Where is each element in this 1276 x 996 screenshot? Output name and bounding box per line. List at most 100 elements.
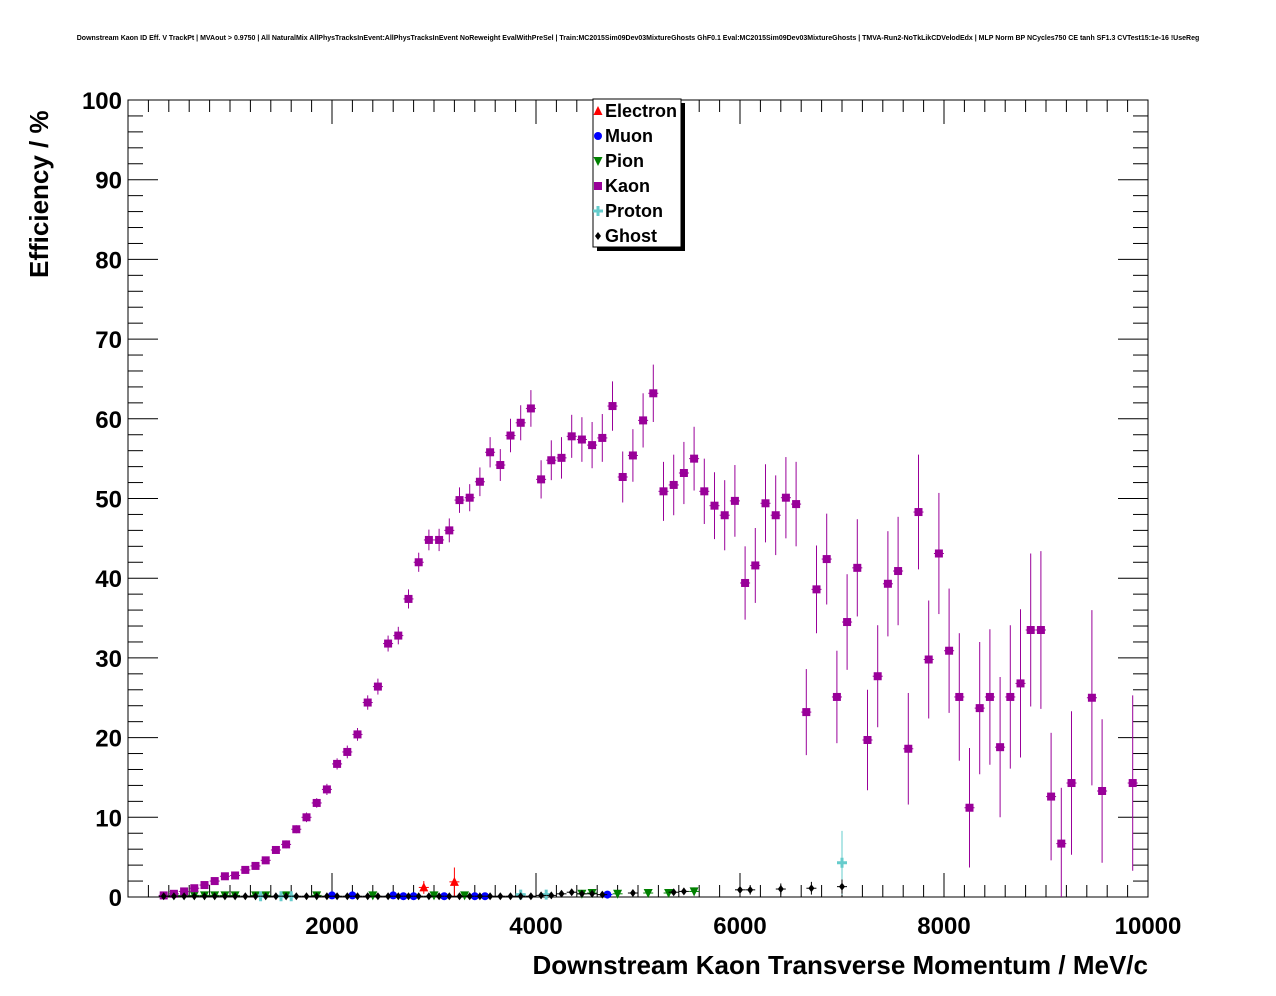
legend-item-ghost: Ghost [595, 226, 657, 246]
muon-marker [348, 891, 357, 900]
kaon-point [913, 454, 924, 570]
kaon-point [587, 421, 598, 469]
x-tick-label: 10000 [1115, 913, 1182, 940]
kaon-point [607, 381, 618, 431]
ghost-point [423, 892, 434, 901]
ghost-point [587, 889, 598, 898]
chart-title: Downstream Kaon ID Eff. V TrackPt | MVAo… [76, 35, 1200, 42]
kaon-marker [802, 708, 811, 717]
kaon-marker [455, 496, 464, 505]
kaon-marker [486, 448, 495, 457]
ghost-marker [385, 892, 392, 901]
ghost-marker [415, 892, 422, 901]
ghost-marker [517, 892, 524, 901]
kaon-marker [649, 389, 658, 398]
kaon-marker [465, 493, 474, 502]
series-muon [327, 890, 613, 901]
kaon-marker [588, 441, 597, 450]
legend: Electron Muon Pion Kaon Proton Ghost [592, 98, 685, 251]
ghost-marker [374, 892, 381, 901]
ghost-marker [670, 888, 677, 897]
legend-label-kaon: Kaon [605, 176, 650, 196]
kaon-point [923, 600, 934, 719]
kaon-point [760, 464, 771, 543]
kaon-point [546, 440, 557, 481]
kaon-marker [853, 563, 862, 572]
ghost-point [372, 892, 383, 901]
ghost-marker [323, 892, 330, 901]
ghost-point [735, 885, 745, 895]
kaon-point [719, 480, 730, 551]
ghost-point [434, 892, 445, 901]
kaon-marker [312, 798, 321, 807]
ghost-marker [839, 882, 845, 891]
legend-label-pion: Pion [605, 151, 644, 171]
kaon-point [882, 531, 893, 637]
kaon-marker [781, 493, 790, 502]
kaon-marker [1036, 626, 1045, 635]
electron-point [449, 867, 460, 897]
kaon-point [240, 865, 251, 874]
kaon-marker [271, 845, 280, 854]
ghost-point [627, 889, 638, 898]
kaon-point [495, 449, 506, 481]
kaon-point [270, 845, 281, 854]
kaon-marker [700, 487, 709, 496]
kaon-point [617, 451, 628, 503]
y-tick-label: 50 [95, 487, 122, 514]
ghost-point [270, 892, 281, 901]
legend-marker-electron [593, 106, 603, 115]
kaon-point [199, 881, 210, 890]
kaon-marker [955, 692, 964, 701]
kaon-point [699, 458, 710, 525]
kaon-marker [526, 404, 535, 413]
kaon-point [219, 872, 230, 881]
kaon-marker [843, 618, 852, 627]
kaon-point [444, 518, 455, 543]
ghost-point [158, 892, 169, 901]
kaon-point [505, 418, 516, 453]
kaon-marker [373, 682, 382, 691]
kaon-marker [384, 639, 393, 648]
kaon-marker [404, 594, 413, 603]
ghost-point [668, 888, 679, 897]
kaon-marker [353, 730, 362, 739]
ghost-point [536, 891, 547, 900]
ghost-point [168, 892, 179, 901]
kaon-marker [577, 435, 586, 444]
ghost-marker [680, 887, 687, 896]
y-tick-label: 90 [95, 168, 122, 195]
kaon-point [791, 461, 802, 547]
kaon-point [1066, 711, 1077, 855]
legend-item-pion: Pion [593, 151, 644, 171]
muon-marker [603, 890, 612, 899]
ghost-marker [191, 892, 198, 901]
ghost-point [291, 892, 302, 901]
kaon-point [709, 472, 720, 540]
kaon-marker [200, 881, 209, 890]
kaon-marker [1047, 792, 1056, 801]
ghost-marker [558, 889, 565, 898]
ghost-point [474, 892, 485, 901]
kaon-point [311, 798, 322, 808]
pion-marker [460, 891, 470, 901]
kaon-point [862, 689, 873, 791]
x-tick-label: 4000 [509, 913, 562, 940]
kaon-marker [1067, 779, 1076, 788]
legend-marker-ghost [595, 232, 601, 240]
kaon-point [230, 871, 241, 880]
y-tick-label: 100 [82, 88, 122, 115]
ghost-point [546, 891, 557, 900]
x-tick-label: 2000 [305, 913, 358, 940]
kaon-marker [394, 631, 403, 640]
pion-point [643, 889, 654, 899]
kaon-marker [924, 655, 933, 664]
ghost-marker [221, 892, 228, 901]
kaon-point [893, 516, 904, 626]
kaon-marker [180, 887, 189, 896]
kaon-point [729, 465, 740, 537]
ghost-point [525, 892, 536, 901]
ghost-point [806, 881, 817, 895]
ghost-marker [466, 892, 473, 901]
kaon-marker [537, 475, 546, 484]
